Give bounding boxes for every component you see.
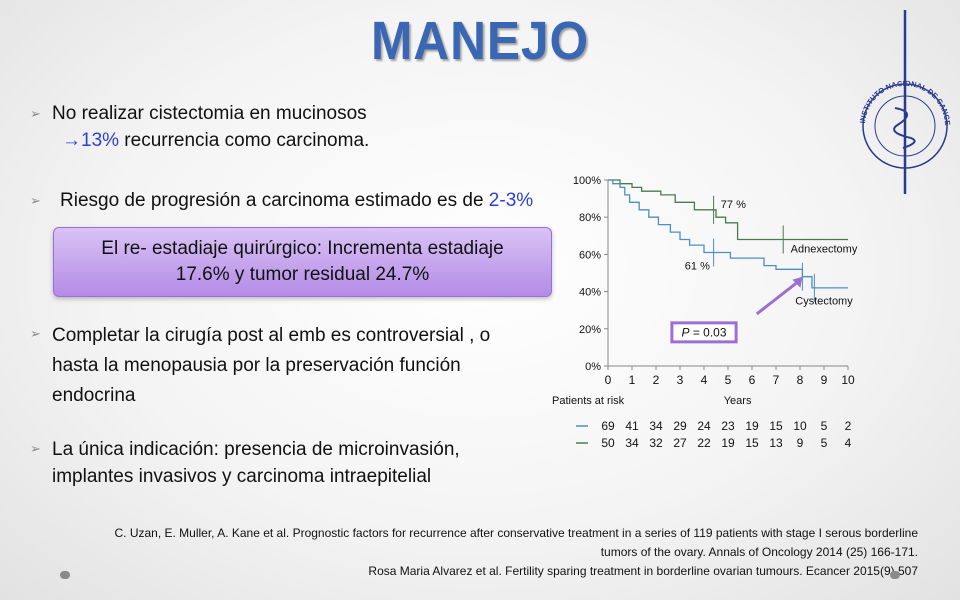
y-tick-label: 20%	[579, 324, 601, 336]
arrow-bullet-icon: ➢	[30, 193, 41, 208]
seal-inner-ring	[874, 95, 936, 157]
slide-dot-left	[60, 571, 70, 579]
restaging-callout: El re- estadiaje quirúrgico: Incrementa …	[53, 227, 552, 297]
risk-value: 9	[797, 436, 804, 450]
risk-value: 34	[625, 436, 639, 450]
y-axis-labels: 0% 20% 40% 60% 80% 100%	[573, 175, 601, 373]
adnexectomy-percent-label: 77 %	[721, 199, 746, 211]
risk-value: 41	[625, 419, 639, 433]
pvalue-label: P = 0.03	[681, 325, 726, 339]
risk-value: 50	[601, 436, 615, 450]
risk-value: 34	[649, 419, 663, 433]
pvalue-value: = 0.03	[689, 325, 726, 339]
bullet-complete-surgery: ➢ Completar la cirugía post al emb es co…	[30, 321, 490, 411]
risk-value: 29	[673, 419, 687, 433]
pvalue-box	[673, 324, 735, 341]
x-tick-label: 5	[725, 373, 732, 387]
x-tick-label: 7	[773, 373, 780, 387]
institute-logo: INSTITUTO NACIONAL DE CANCEROLOGÍA Méxic…	[855, 8, 952, 194]
x-tick-label: 1	[629, 373, 636, 387]
y-tick-label: 40%	[579, 287, 601, 299]
logo-text: INSTITUTO NACIONAL DE CANCEROLOGÍA Méxic…	[855, 8, 952, 126]
y-tick-label: 0%	[585, 361, 601, 373]
reference-line: tumors of the ovary. Annals of Oncology …	[600, 545, 918, 559]
bullet-line: endocrina	[52, 385, 136, 406]
risk-value: 23	[721, 419, 735, 433]
arrow-bullet-icon: ➢	[30, 326, 41, 341]
bullet-cystectomy: ➢ No realizar cistectomia en mucinosos	[30, 101, 367, 127]
right-arrow-icon: →	[62, 130, 81, 151]
slide-title: MANEJO	[370, 11, 590, 71]
serpent-icon	[893, 107, 916, 149]
pvalue-symbol: P	[681, 325, 689, 339]
series-line-adnexectomy	[608, 179, 848, 241]
x-tick-label: 0	[605, 373, 612, 387]
risk-value: 2-3%	[488, 190, 534, 211]
bullet-line: Completar la cirugía post al emb es cont…	[52, 325, 491, 346]
bullet-text: No realizar cistectomia en mucinosos	[52, 103, 367, 124]
y-tick-label: 60%	[579, 249, 601, 261]
x-tick-label: 4	[701, 373, 708, 387]
risk-value: 27	[673, 436, 687, 450]
risk-value: 22	[697, 436, 711, 450]
survival-chart: 0%20%40%60%80%100% 0 1 2 3 4 5 6 7 8 9 10 77 % 61 …	[552, 175, 858, 450]
pointer-arrow-icon	[755, 279, 801, 316]
y-tick-label: 80%	[579, 212, 601, 224]
risk-value: 2	[845, 419, 852, 433]
callout-line: 17.6% y tumor residual 24.7%	[175, 264, 430, 285]
bullet-line: implantes invasivos y carcinoma intraepi…	[52, 466, 432, 487]
risk-value: 5	[821, 419, 828, 433]
callout-line: El re- estadiaje quirúrgico: Incrementa …	[101, 238, 504, 259]
risk-value: 19	[721, 436, 735, 450]
risk-value: 10	[793, 419, 807, 433]
recurrence-percent: 13%	[81, 130, 120, 151]
risk-value: 15	[745, 436, 759, 450]
risk-value: 13	[769, 436, 783, 450]
patients-at-risk-table: 69 41 34 29 24 23 19 15 10 5 2 50 34 32 27 22 19 15 13 9 5 4	[576, 419, 852, 450]
arrow-bullet-icon: ➢	[30, 106, 41, 121]
x-tick-label: 2	[653, 373, 660, 387]
risk-value: 15	[769, 419, 783, 433]
risk-value: 4	[845, 436, 852, 450]
recurrence-text: recurrencia como carcinoma.	[119, 130, 370, 151]
adnexectomy-series-label: Adnexectomy	[791, 244, 858, 256]
risk-value: 5	[821, 436, 828, 450]
arrow-bullet-icon: ➢	[30, 441, 41, 456]
bullet-sub-recurrence: →13% recurrencia como carcinoma.	[62, 128, 369, 154]
bullet-text: Riesgo de progresión a carcinoma estimad…	[60, 190, 489, 211]
slide-dot-right	[890, 571, 900, 579]
seal-ring	[862, 83, 948, 169]
bullet-line: La única indicación: presencia de microi…	[52, 439, 460, 460]
risk-value: 69	[601, 419, 615, 433]
x-tick-label: 10	[841, 373, 855, 387]
x-axis-title: Years	[724, 395, 752, 407]
risk-value: 19	[745, 419, 759, 433]
bullet-only-indication: ➢ La única indicación: presencia de micr…	[30, 436, 460, 490]
x-axis-labels: 0 1 2 3 4 5 6 7 8 9 10	[605, 373, 855, 387]
risk-value: 24	[697, 419, 711, 433]
reference-line: Rosa Maria Alvarez et al. Fertility spar…	[368, 564, 918, 578]
x-tick-label: 9	[821, 373, 828, 387]
references: C. Uzan, E. Muller, A. Kane et al. Progn…	[98, 524, 918, 581]
bullet-line: hasta la menopausia por la preservación …	[52, 355, 461, 376]
bullet-progression-risk: ➢ Riesgo de progresión a carcinoma estim…	[30, 188, 533, 214]
censor-layer	[713, 195, 815, 302]
axis-ticks	[604, 179, 849, 370]
patients-at-risk-label: Patients at risk	[552, 395, 625, 407]
y-tick-label: 100%	[573, 175, 601, 187]
risk-value: 32	[649, 436, 663, 450]
x-tick-label: 8	[797, 373, 804, 387]
cystectomy-percent-label: 61 %	[685, 260, 710, 272]
reference-line: C. Uzan, E. Muller, A. Kane et al. Progn…	[114, 526, 918, 540]
x-tick-label: 3	[677, 373, 684, 387]
cystectomy-series-label: Cystectomy	[795, 296, 853, 308]
pointer-arrow-head-icon	[792, 276, 803, 288]
series-layer	[608, 179, 848, 289]
x-tick-label: 6	[749, 373, 756, 387]
series-line-cystectomy	[608, 179, 848, 289]
